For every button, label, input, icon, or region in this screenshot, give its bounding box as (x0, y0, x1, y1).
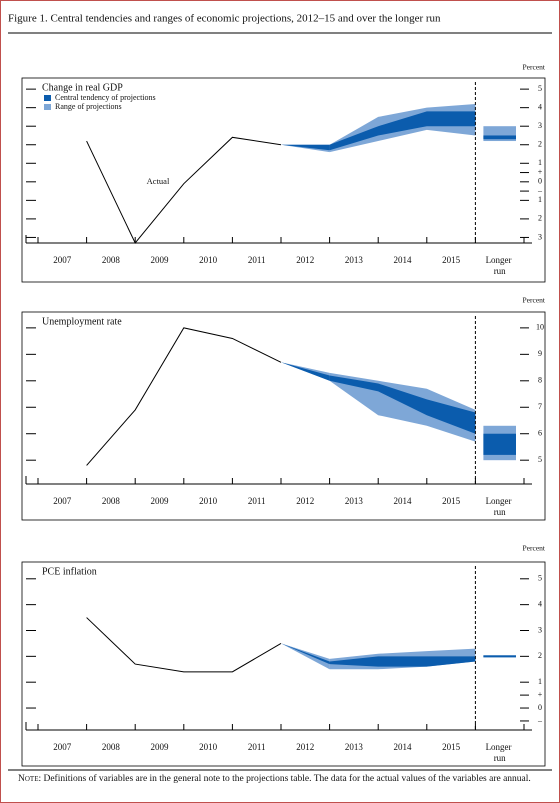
legend-swatch (44, 95, 51, 101)
actual-line (86, 617, 282, 673)
figure-title: Figure 1. Central tendencies and ranges … (8, 13, 441, 25)
x-tick-label: 2011 (248, 496, 266, 506)
y-tick-label: 2 (538, 651, 542, 660)
x-tick-label: 2015 (442, 496, 461, 506)
y-tick-label: 0 (538, 703, 542, 712)
y-tick-label: 9 (538, 349, 542, 358)
x-tick-label: 2013 (345, 742, 364, 752)
y-tick-label: – (537, 186, 543, 195)
x-tick-label: 2007 (53, 255, 72, 265)
x-tick-label: 2010 (199, 496, 218, 506)
note-label: Note: (18, 774, 42, 784)
projection-band-start (281, 362, 330, 381)
projection-band (329, 372, 476, 442)
y-tick-label: 4 (538, 599, 542, 608)
x-tick-label: 2011 (248, 742, 266, 752)
x-tick-label: 2007 (53, 496, 72, 506)
panel-title: Change in real GDP (42, 82, 123, 93)
note: Note: Definitions of variables are in th… (18, 773, 546, 785)
y-tick-label: 1 (538, 158, 542, 167)
y-tick-label: 5 (538, 84, 542, 93)
x-tick-label: 2011 (248, 255, 266, 265)
x-tick-label: 2008 (102, 496, 121, 506)
y-tick-label: 6 (538, 429, 542, 438)
x-tick-label: 2008 (102, 742, 121, 752)
projection-band (329, 375, 476, 434)
panel-title: PCE inflation (42, 566, 97, 577)
actual-line (86, 136, 282, 244)
unit-label: Percent (523, 63, 546, 72)
projection-band (329, 111, 476, 151)
unit-label: Percent (523, 544, 546, 553)
panel-frame (21, 77, 546, 283)
y-tick-label: 4 (538, 102, 542, 111)
x-tick-label: 2015 (442, 255, 461, 265)
y-tick-label: 5 (538, 574, 542, 583)
x-tick-label: 2014 (394, 496, 413, 506)
y-tick-label: 7 (538, 402, 542, 411)
unit-label: Percent (523, 296, 546, 305)
x-tick-label: 2012 (296, 255, 314, 265)
x-tick-label: 2009 (151, 742, 170, 752)
x-tick-label: 2013 (345, 255, 364, 265)
projection-band-start (281, 144, 330, 151)
x-tick-label: 2014 (394, 742, 413, 752)
y-tick-label: 8 (538, 376, 542, 385)
x-tick-label: 2012 (296, 742, 314, 752)
y-tick-label: 5 (538, 455, 542, 464)
projection-band-start (281, 643, 330, 665)
longer-run-band (483, 433, 516, 455)
x-tick-label: 2009 (151, 496, 170, 506)
x-tick-label: 2012 (296, 496, 314, 506)
y-tick-label: + (538, 167, 543, 176)
y-tick-label: 1 (538, 195, 542, 204)
longer-run-band (483, 135, 516, 140)
y-tick-label: 1 (538, 677, 542, 686)
panel-title: Unemployment rate (42, 316, 122, 327)
y-tick-label: 3 (538, 232, 542, 241)
note-text: Definitions of variables are in the gene… (43, 774, 531, 784)
longer-run-band (483, 655, 516, 658)
x-tick-label: Longer run (486, 496, 514, 517)
projection-band (329, 656, 476, 667)
x-tick-label: 2015 (442, 742, 461, 752)
legend-label: Range of projections (55, 102, 122, 111)
x-tick-label: 2008 (102, 255, 121, 265)
x-tick-label: 2009 (151, 255, 170, 265)
x-tick-label: 2013 (345, 496, 364, 506)
x-tick-label: 2007 (53, 742, 72, 752)
y-tick-label: + (538, 690, 543, 699)
x-tick-label: 2010 (199, 742, 218, 752)
legend-label: Central tendency of projections (55, 93, 156, 102)
y-tick-label: – (537, 716, 543, 725)
x-tick-label: Longer run (486, 255, 514, 276)
actual-line (86, 327, 282, 466)
actual-label: Actual (147, 176, 170, 186)
projection-band-start (281, 643, 330, 670)
y-tick-label: 2 (538, 214, 542, 223)
y-tick-label: 10 (536, 323, 544, 332)
y-tick-label: 0 (538, 177, 542, 186)
legend-swatch (44, 104, 51, 110)
y-tick-label: 3 (538, 121, 542, 130)
x-tick-label: 2010 (199, 255, 218, 265)
panel-frame (21, 561, 546, 767)
x-tick-label: Longer run (486, 742, 514, 763)
panel-frame (21, 311, 546, 521)
x-tick-label: 2014 (394, 255, 413, 265)
y-tick-label: 3 (538, 625, 542, 634)
y-tick-label: 2 (538, 140, 542, 149)
